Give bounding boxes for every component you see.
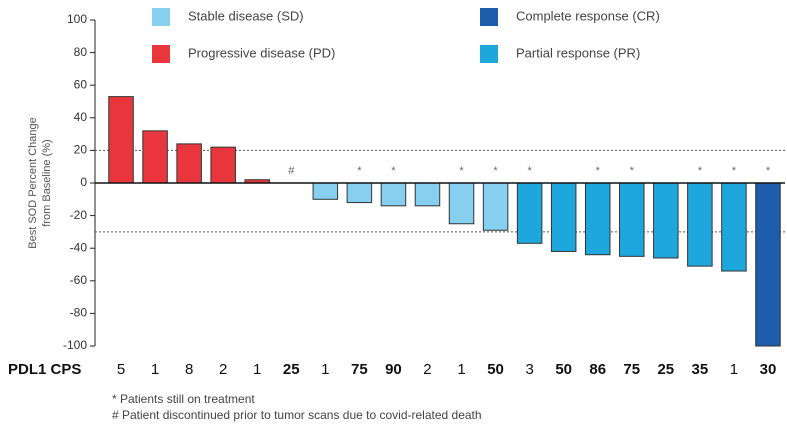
bar xyxy=(346,182,373,204)
x-tick-label: 1 xyxy=(151,361,159,378)
bar xyxy=(380,182,407,207)
bar-marker: * xyxy=(596,165,601,177)
x-tick-label: 1 xyxy=(253,361,261,378)
x-tick-label: 1 xyxy=(457,361,465,378)
bar xyxy=(414,182,441,207)
bar xyxy=(755,182,781,347)
y-tick-label: 40 xyxy=(74,110,88,124)
bar xyxy=(108,96,134,184)
y-tick-label: -40 xyxy=(70,240,88,254)
bar xyxy=(550,182,577,252)
y-tick-label: 60 xyxy=(74,77,88,91)
bar-marker: * xyxy=(698,165,703,177)
y-tick-label: -100 xyxy=(63,338,87,352)
bar-marker: * xyxy=(527,165,532,177)
y-tick-label: 80 xyxy=(74,45,88,59)
bar xyxy=(210,146,236,184)
footnote: # Patient discontinued prior to tumor sc… xyxy=(112,408,482,422)
legend-swatch xyxy=(480,8,498,26)
x-tick-label: 1 xyxy=(730,361,738,378)
x-tick-label: 90 xyxy=(385,361,402,378)
bar-marker: * xyxy=(766,165,771,177)
y-axis-label: Best SOD Percent Change from Baseline (%) xyxy=(27,117,53,248)
x-tick-label: 30 xyxy=(760,361,777,378)
bar-marker: * xyxy=(459,165,464,177)
bar xyxy=(482,182,509,231)
bar xyxy=(312,182,339,200)
bar xyxy=(687,182,713,267)
x-tick-label: 8 xyxy=(185,361,193,378)
legend-swatch xyxy=(152,8,170,26)
x-tick-label: 25 xyxy=(283,361,300,378)
x-tick-label: 75 xyxy=(351,361,368,378)
x-tick-label: 1 xyxy=(321,361,329,378)
bar-marker: * xyxy=(391,165,396,177)
legend-text: Partial response (PR) xyxy=(516,45,640,60)
row-label: PDL1 CPS xyxy=(8,361,81,378)
legend-text: Complete response (CR) xyxy=(516,8,660,23)
bar xyxy=(448,182,475,225)
x-tick-label: 3 xyxy=(525,361,533,378)
legend-text: Progressive disease (PD) xyxy=(188,45,335,60)
y-axis-label-line: from Baseline (%) xyxy=(41,139,53,226)
legend-text: Stable disease (SD) xyxy=(188,8,304,23)
bar-marker: * xyxy=(630,165,635,177)
x-tick-label: 75 xyxy=(623,361,640,378)
bar xyxy=(619,182,645,257)
bar xyxy=(721,182,747,272)
bar xyxy=(516,182,543,244)
x-tick-label: 2 xyxy=(423,361,431,378)
legend-swatch xyxy=(152,45,170,63)
bar xyxy=(142,130,168,184)
bar-marker: # xyxy=(288,165,295,177)
y-tick-label: 0 xyxy=(80,175,87,189)
bar xyxy=(584,182,611,256)
x-tick-label: 86 xyxy=(589,361,606,378)
x-tick-label: 25 xyxy=(657,361,674,378)
y-tick-label: 20 xyxy=(74,143,88,157)
y-tick-label: -80 xyxy=(70,306,88,320)
x-tick-label: 2 xyxy=(219,361,227,378)
x-tick-label: 5 xyxy=(117,361,125,378)
bar-marker: * xyxy=(732,165,737,177)
y-tick-label: -60 xyxy=(70,273,88,287)
x-tick-label: 50 xyxy=(487,361,504,378)
bar-marker: * xyxy=(493,165,498,177)
bar xyxy=(653,182,679,259)
x-tick-label: 35 xyxy=(692,361,709,378)
footnote: * Patients still on treatment xyxy=(112,392,255,406)
bar xyxy=(176,143,202,184)
legend-swatch xyxy=(480,45,498,63)
y-tick-label: 100 xyxy=(67,12,87,26)
y-tick-label: -20 xyxy=(70,208,88,222)
bar-marker: * xyxy=(357,165,362,177)
x-tick-label: 50 xyxy=(555,361,572,378)
y-axis-label-line: Best SOD Percent Change xyxy=(27,117,39,248)
